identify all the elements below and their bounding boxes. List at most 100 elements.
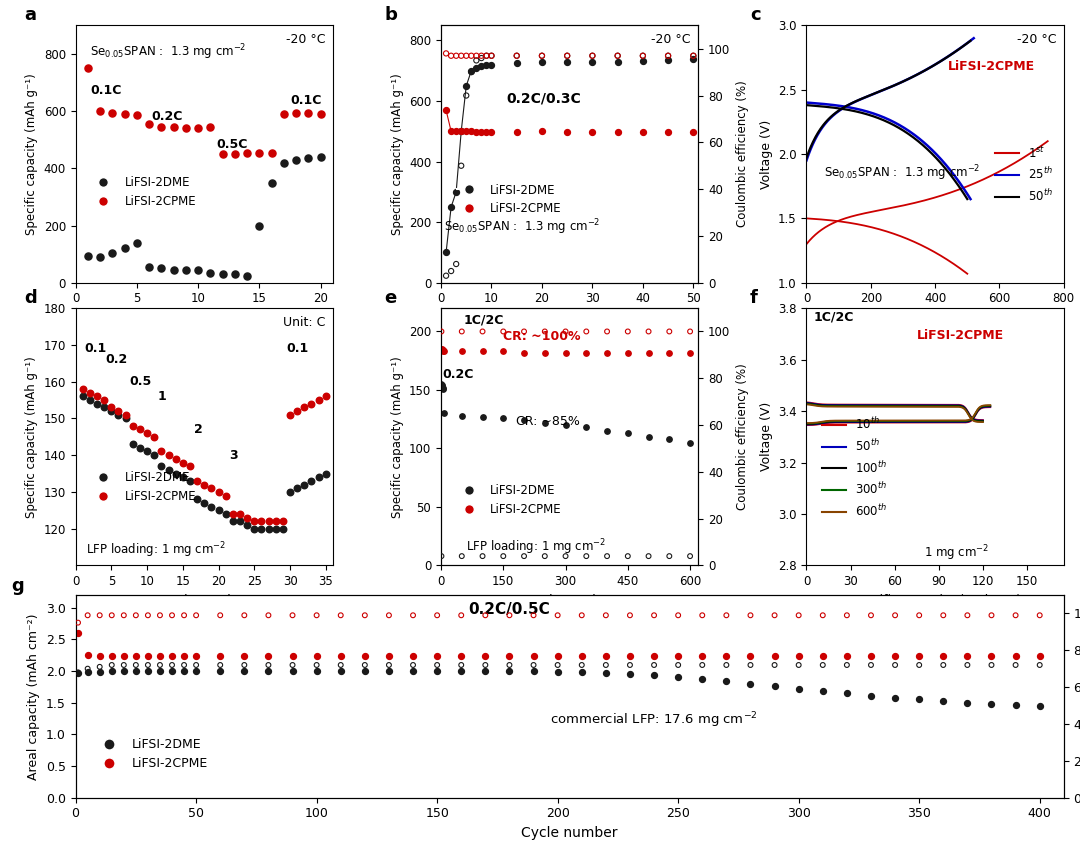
Point <box>69 626 86 640</box>
Point <box>549 665 566 679</box>
Point <box>474 549 491 563</box>
Text: 1C/2C: 1C/2C <box>814 311 854 324</box>
Text: f: f <box>750 289 758 307</box>
Y-axis label: Specific capacity (mAh g⁻¹): Specific capacity (mAh g⁻¹) <box>391 356 404 517</box>
Point <box>212 658 229 672</box>
Point <box>1031 650 1049 663</box>
Point <box>557 549 575 563</box>
Point <box>910 658 928 672</box>
Point <box>814 650 832 663</box>
Y-axis label: Specific capacity (mAh g⁻¹): Specific capacity (mAh g⁻¹) <box>391 73 404 235</box>
Point <box>558 125 576 138</box>
Point <box>887 690 904 704</box>
Point <box>483 49 500 62</box>
Text: 3: 3 <box>229 449 238 462</box>
Point <box>116 658 133 672</box>
Point <box>718 658 735 672</box>
Point <box>435 344 453 358</box>
Point <box>814 609 832 622</box>
Point <box>235 664 253 678</box>
Point <box>621 668 638 681</box>
X-axis label: Specific capacity (mAh g⁻¹): Specific capacity (mAh g⁻¹) <box>849 311 1022 324</box>
Point <box>288 481 306 495</box>
Point <box>380 664 397 678</box>
Point <box>495 325 512 338</box>
Text: 0.1: 0.1 <box>286 342 309 355</box>
Point <box>477 49 495 62</box>
Point <box>742 658 759 672</box>
Point <box>693 609 711 622</box>
Point <box>140 117 158 131</box>
Point <box>116 241 133 255</box>
Point <box>151 609 168 622</box>
Point <box>693 650 711 663</box>
Point <box>515 414 532 427</box>
Point <box>429 650 446 663</box>
Point <box>681 325 699 338</box>
Point <box>495 549 512 563</box>
Point <box>212 609 229 622</box>
Point <box>609 49 626 62</box>
Point <box>685 49 702 62</box>
Point <box>473 125 490 138</box>
Point <box>508 49 525 62</box>
Text: d: d <box>24 289 37 307</box>
Point <box>934 650 951 663</box>
Point <box>116 609 133 622</box>
Point <box>380 609 397 622</box>
Point <box>139 609 157 622</box>
Point <box>536 325 553 338</box>
Point <box>640 549 658 563</box>
Point <box>646 658 663 672</box>
Point <box>104 106 121 119</box>
Point <box>380 658 397 672</box>
Point <box>661 325 678 338</box>
Point <box>501 658 518 672</box>
Point <box>245 515 262 528</box>
Point <box>253 522 270 535</box>
Point <box>404 650 421 663</box>
Point <box>132 441 149 455</box>
Point <box>239 269 256 283</box>
Point <box>434 382 451 396</box>
Point <box>983 658 1000 672</box>
Point <box>501 664 518 678</box>
Text: 0.5C: 0.5C <box>216 138 248 151</box>
Point <box>308 658 325 672</box>
Point <box>742 677 759 690</box>
Point <box>534 49 551 62</box>
Text: 2: 2 <box>193 423 202 436</box>
Point <box>685 49 702 62</box>
Point <box>251 219 268 232</box>
Point <box>558 56 576 69</box>
Point <box>609 49 626 62</box>
Point <box>146 448 163 462</box>
Point <box>91 665 108 679</box>
Point <box>473 51 490 65</box>
Point <box>163 658 180 672</box>
Point <box>318 467 335 480</box>
Point <box>685 51 702 65</box>
Point <box>433 549 450 563</box>
Point <box>619 346 636 360</box>
Point <box>660 49 677 62</box>
Point <box>814 684 832 698</box>
Point <box>573 658 591 672</box>
Point <box>437 246 455 259</box>
Point <box>766 658 783 672</box>
Point <box>231 507 248 521</box>
Point <box>670 670 687 684</box>
Y-axis label: Specific capacity (mAh g⁻¹): Specific capacity (mAh g⁻¹) <box>25 356 38 517</box>
Point <box>838 658 855 672</box>
Point <box>103 658 120 672</box>
Point <box>640 430 658 444</box>
Text: commercial LFP: 17.6 mg cm$^{-2}$: commercial LFP: 17.6 mg cm$^{-2}$ <box>550 711 758 731</box>
Point <box>152 262 170 275</box>
Point <box>443 49 460 62</box>
Point <box>462 65 480 78</box>
Point <box>508 125 525 138</box>
Point <box>718 674 735 688</box>
Y-axis label: Voltage (V): Voltage (V) <box>759 119 772 189</box>
Point <box>282 485 299 499</box>
Point <box>597 658 615 672</box>
